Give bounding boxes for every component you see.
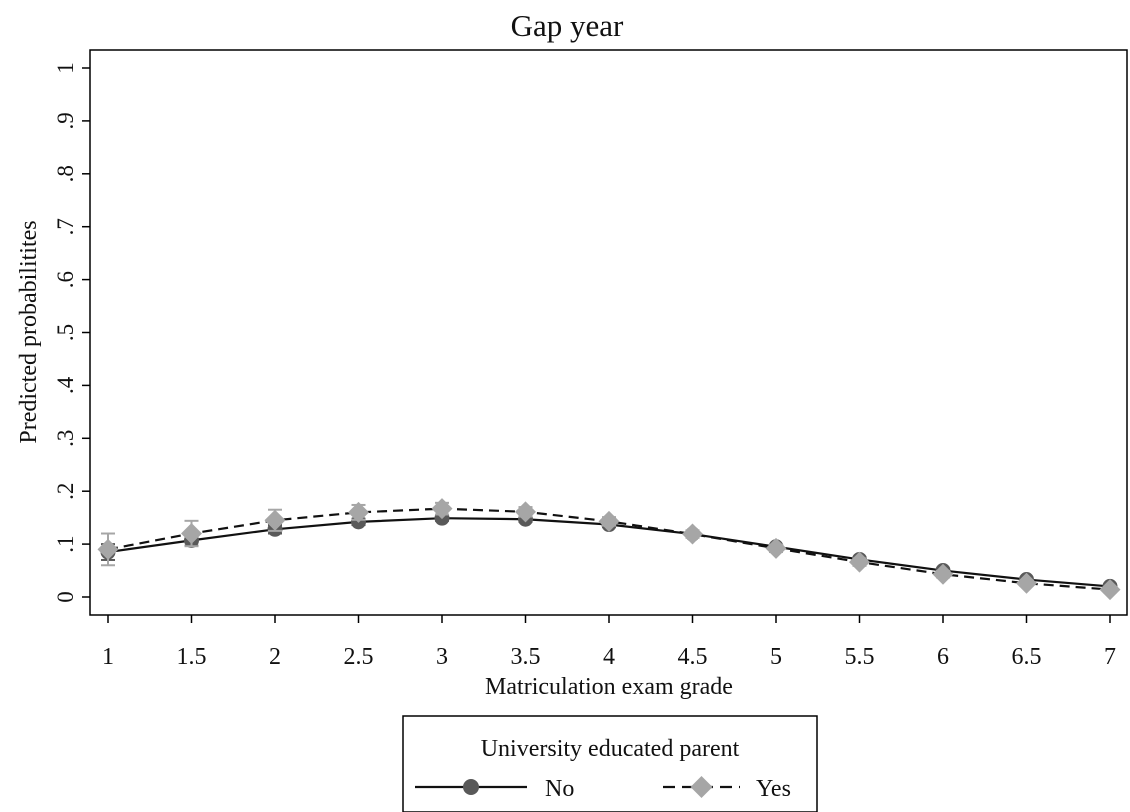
y-tick-label: .1	[53, 535, 78, 552]
x-tick-label: 3	[436, 644, 448, 670]
x-tick-label: 5.5	[845, 644, 875, 670]
data-point	[849, 551, 870, 573]
data-point	[1099, 579, 1121, 601]
x-tick-label: 4.5	[678, 644, 708, 670]
data-point	[431, 498, 453, 520]
legend-title: University educated parent	[481, 736, 740, 762]
y-tick-label: .8	[53, 165, 78, 182]
series-yes	[97, 498, 1121, 601]
x-tick-label: 1.5	[177, 644, 207, 670]
x-tick-label: 2	[269, 644, 281, 670]
x-axis-label: Matriculation exam grade	[485, 674, 733, 700]
y-axis: 0 .1 .2 .3 .4 .5 .6 .7 .8 .9 1	[53, 62, 90, 603]
x-tick-label: 6.5	[1012, 644, 1042, 670]
data-point	[932, 563, 954, 585]
y-tick-label: .6	[53, 271, 78, 288]
y-tick-label: .4	[53, 376, 78, 394]
y-axis-label: Predicted probabilitites	[16, 220, 42, 443]
chart-title: Gap year	[511, 8, 624, 43]
data-point	[765, 537, 787, 559]
y-tick-label: 1	[53, 62, 78, 74]
x-tick-label: 7	[1104, 644, 1116, 670]
x-tick-label: 3.5	[511, 644, 541, 670]
data-point	[264, 509, 286, 531]
legend-box	[402, 715, 818, 812]
x-axis: 1 1.5 2 2.5 3 3.5 4 4.5 5 5.5 6 6.5 7	[102, 615, 1116, 670]
legend-entries: No Yes	[415, 776, 791, 802]
x-tick-label: 5	[770, 644, 782, 670]
data-point	[348, 501, 369, 523]
x-tick-label: 2.5	[344, 644, 374, 670]
series-layer	[97, 498, 1121, 601]
y-tick-label: 0	[53, 591, 78, 603]
y-tick-label: .5	[53, 324, 78, 341]
legend: University educated parent No Yes	[402, 715, 818, 812]
data-point	[598, 510, 620, 532]
legend-label-no: No	[545, 776, 574, 802]
x-tick-label: 6	[937, 644, 949, 670]
legend-marker-yes	[690, 776, 713, 798]
data-point	[1016, 572, 1037, 594]
x-tick-label: 4	[603, 644, 615, 670]
data-point	[97, 538, 119, 560]
legend-label-yes: Yes	[756, 776, 791, 802]
y-tick-label: .2	[53, 483, 78, 500]
data-point	[682, 523, 703, 545]
legend-marker-no	[463, 779, 479, 795]
y-tick-label: .3	[53, 430, 78, 447]
y-tick-label: .7	[53, 218, 78, 235]
data-point	[181, 523, 202, 545]
y-tick-label: .9	[53, 112, 78, 129]
x-tick-label: 1	[102, 644, 114, 670]
data-point	[515, 501, 536, 523]
